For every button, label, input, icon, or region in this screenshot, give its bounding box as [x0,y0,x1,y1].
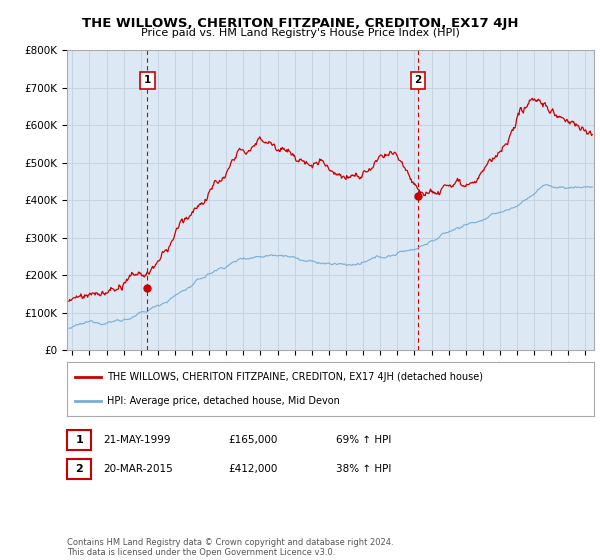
Text: HPI: Average price, detached house, Mid Devon: HPI: Average price, detached house, Mid … [107,396,340,406]
Text: 1: 1 [76,435,83,445]
Text: 2: 2 [415,76,422,85]
Text: Price paid vs. HM Land Registry's House Price Index (HPI): Price paid vs. HM Land Registry's House … [140,28,460,38]
Text: £165,000: £165,000 [228,435,277,445]
Text: £412,000: £412,000 [228,464,277,474]
Text: 69% ↑ HPI: 69% ↑ HPI [336,435,391,445]
Text: 20-MAR-2015: 20-MAR-2015 [103,464,173,474]
Text: 21-MAY-1999: 21-MAY-1999 [103,435,170,445]
Text: 2: 2 [76,464,83,474]
Text: THE WILLOWS, CHERITON FITZPAINE, CREDITON, EX17 4JH (detached house): THE WILLOWS, CHERITON FITZPAINE, CREDITO… [107,372,483,382]
Text: THE WILLOWS, CHERITON FITZPAINE, CREDITON, EX17 4JH: THE WILLOWS, CHERITON FITZPAINE, CREDITO… [82,17,518,30]
Text: Contains HM Land Registry data © Crown copyright and database right 2024.
This d: Contains HM Land Registry data © Crown c… [67,538,394,557]
Text: 38% ↑ HPI: 38% ↑ HPI [336,464,391,474]
Text: 1: 1 [144,76,151,85]
